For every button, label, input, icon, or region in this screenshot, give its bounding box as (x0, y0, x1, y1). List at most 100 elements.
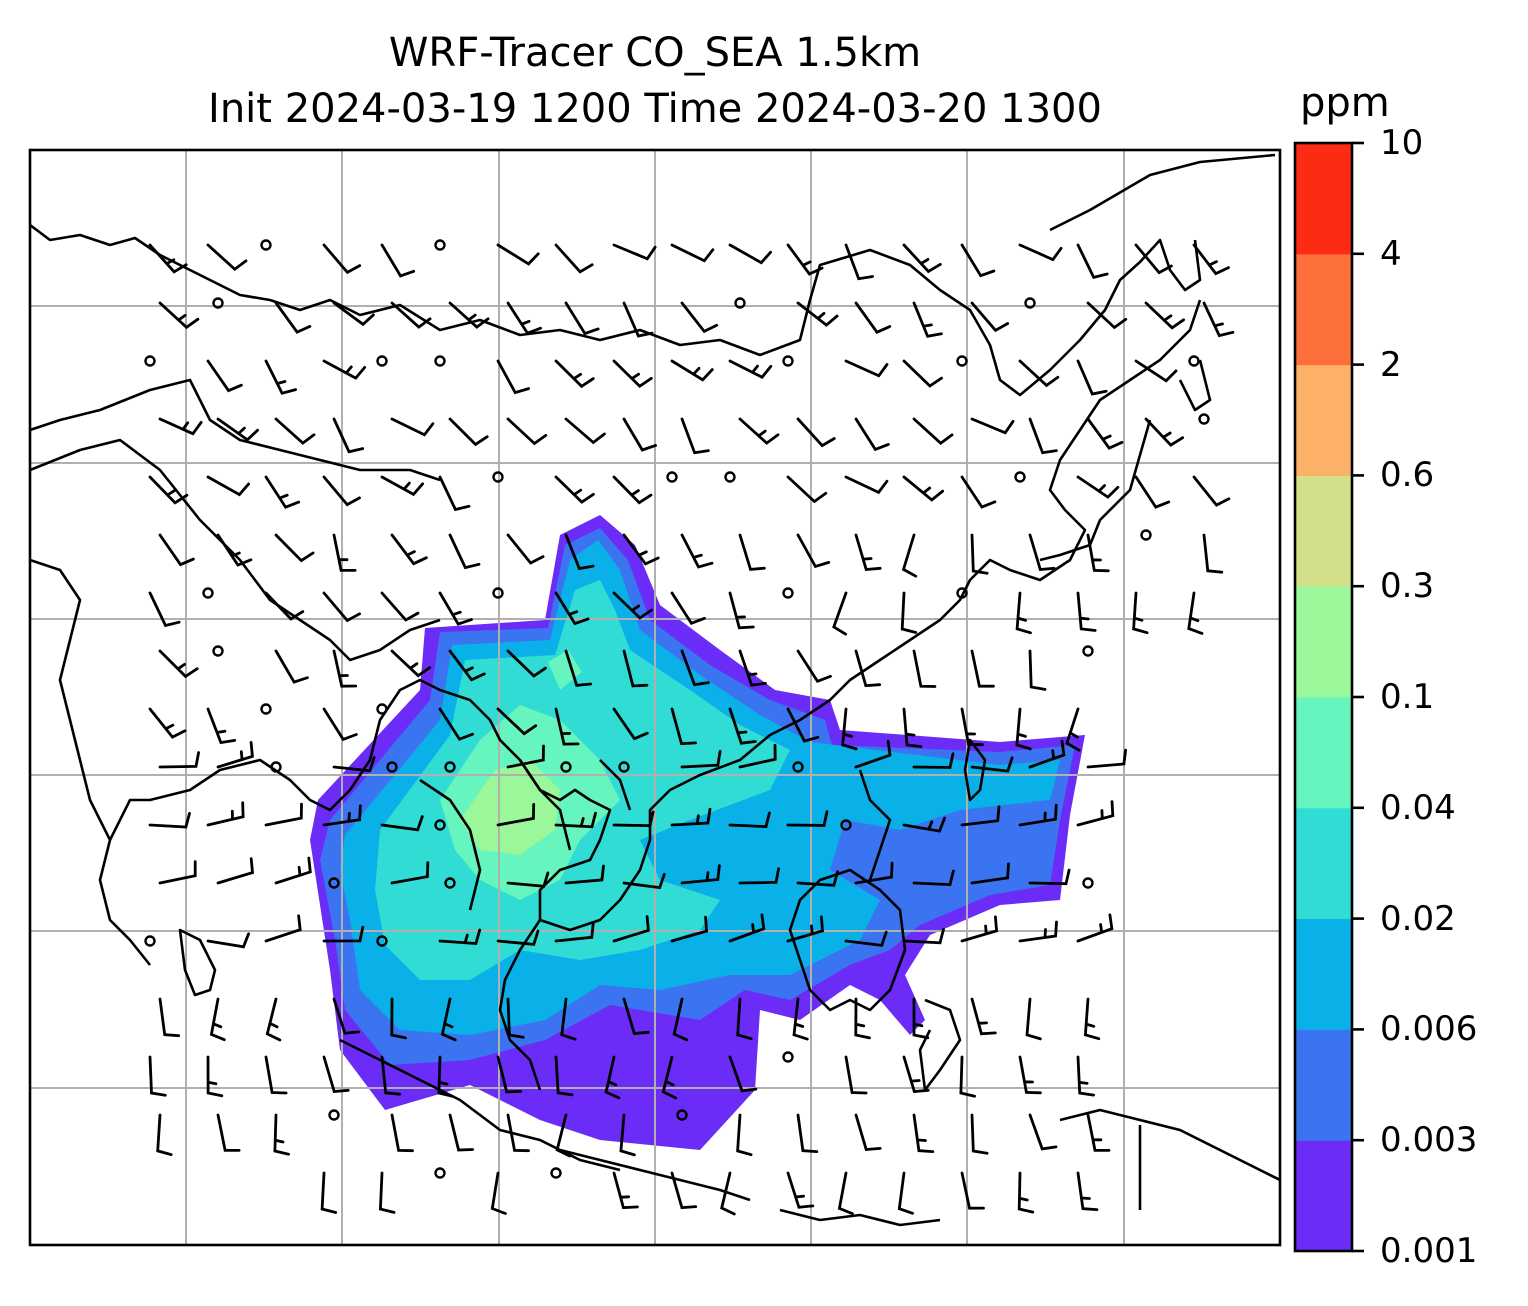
wind-barb (728, 707, 757, 745)
wind-barb (786, 915, 824, 943)
calm-wind-circle (782, 1051, 794, 1063)
wind-barb (959, 1055, 976, 1098)
wind-barb (844, 359, 889, 378)
wind-barb (728, 591, 755, 630)
wind-barb (506, 417, 548, 446)
wind-barb (1028, 1113, 1058, 1151)
wind-barb (1018, 243, 1063, 262)
coast-east-china (769, 299, 1202, 737)
calm-wind-circle (434, 239, 446, 251)
wind-barb (622, 872, 666, 890)
sumatra (339, 1038, 621, 1172)
wind-barb (670, 1171, 698, 1210)
wind-barb (506, 871, 550, 888)
wind-barb (622, 649, 649, 688)
calm-wind-circle (734, 297, 746, 309)
wind-barb (796, 417, 836, 448)
wind-barb (902, 816, 946, 833)
wind-barb (322, 243, 362, 275)
wind-barb (264, 1055, 288, 1095)
wind-barb (158, 649, 199, 679)
coast-north-asia (30, 223, 1202, 397)
wind-barb (564, 649, 593, 687)
calm-wind-circle (618, 761, 630, 773)
wind-barb (274, 856, 312, 885)
wind-barb (158, 997, 181, 1038)
borneo (788, 868, 907, 1012)
wind-barb (448, 533, 481, 570)
calm-wind-circle (724, 471, 736, 483)
wind-barb (448, 417, 489, 447)
wind-barb (265, 997, 282, 1042)
wind-barb (1076, 913, 1114, 943)
wind-barb (554, 591, 590, 626)
calm-wind-circle (444, 761, 456, 773)
wind-barb (670, 807, 712, 827)
wind-barb (506, 1113, 530, 1153)
wind-barb (158, 860, 197, 885)
coastlines (30, 153, 1280, 1227)
colorbar-swatch-2 (1295, 918, 1352, 1030)
wind-barb (560, 997, 577, 1041)
calm-wind-circle (212, 645, 224, 657)
wind-barb (322, 591, 361, 623)
calm-wind-circle (956, 355, 968, 367)
wind-barb (970, 533, 989, 575)
wind-barb (322, 804, 362, 827)
wind-barb (448, 1113, 474, 1152)
wind-barb (612, 359, 653, 388)
wind-barb (786, 1171, 815, 1209)
wind-barb (738, 743, 777, 769)
calm-wind-circle (1014, 471, 1026, 483)
wind-barb (206, 707, 237, 745)
wind-barb (738, 417, 780, 445)
calm-wind-circle (144, 935, 156, 947)
wind-barb (148, 812, 191, 829)
wind-barb (854, 533, 882, 571)
wind-barb (438, 591, 473, 626)
wind-barb (670, 243, 715, 263)
colorbar-tick-label: 0.003 (1380, 1120, 1478, 1161)
wind-barb (554, 475, 595, 504)
wind-barb (1086, 748, 1127, 769)
wind-barb (390, 997, 407, 1040)
calm-wind-circle (260, 239, 272, 251)
wind-barb (206, 243, 248, 272)
wind-barb (1076, 243, 1109, 280)
colorbar-tick-label: 2 (1380, 344, 1402, 385)
wind-barb (216, 533, 253, 567)
calm-wind-circle (782, 587, 794, 599)
wind-barb (564, 864, 605, 885)
colorbar-swatch-7 (1295, 364, 1352, 476)
wind-barb (554, 707, 580, 746)
wind-barb (148, 243, 188, 274)
calm-wind-circle (376, 935, 388, 947)
wind-barb (390, 861, 430, 885)
coast-japan (1178, 359, 1212, 412)
colorbar-tick-label: 0.001 (1380, 1231, 1478, 1271)
wind-barb (902, 475, 945, 502)
wind-barb (555, 1113, 572, 1158)
wind-barb (1083, 997, 1101, 1041)
wind-barb (1086, 417, 1124, 450)
wind-barb (274, 417, 316, 445)
calm-wind-circle (782, 355, 794, 367)
wind-barb (612, 591, 653, 620)
wind-barb (1025, 997, 1042, 1041)
wind-barb (206, 475, 250, 497)
wind-barb (274, 533, 315, 563)
calm-wind-circle (434, 355, 446, 367)
wind-barb (1202, 533, 1224, 574)
wind-barb (902, 359, 943, 388)
wind-barb (390, 649, 432, 678)
wind-barb (506, 533, 545, 565)
calm-wind-circle (792, 761, 804, 773)
wind-barb (960, 475, 997, 509)
wind-barb (158, 417, 203, 436)
wind-barb (680, 649, 710, 687)
wind-barb (206, 932, 250, 949)
wind-barb (912, 752, 955, 769)
wind-barb (206, 359, 243, 393)
calm-wind-circle (434, 819, 446, 831)
